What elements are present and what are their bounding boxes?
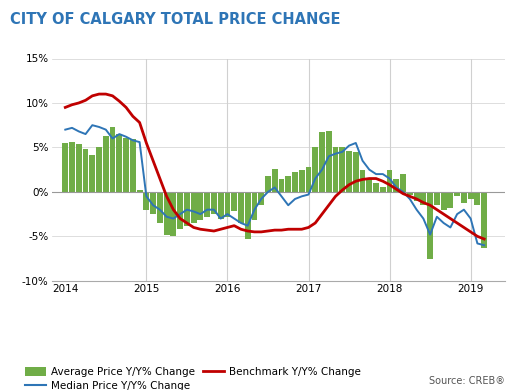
Bar	[333, 147, 338, 192]
Bar	[82, 149, 89, 192]
Bar	[299, 170, 305, 192]
Bar	[427, 192, 433, 259]
Text: Source: CREB®: Source: CREB®	[428, 376, 505, 386]
Bar	[170, 192, 176, 236]
Bar	[177, 192, 183, 229]
Bar	[326, 131, 332, 192]
Bar	[90, 154, 95, 192]
Bar	[231, 192, 237, 211]
Text: CITY OF CALGARY TOTAL PRICE CHANGE: CITY OF CALGARY TOTAL PRICE CHANGE	[10, 12, 341, 27]
Bar	[204, 192, 210, 217]
Bar	[481, 192, 487, 248]
Bar	[359, 170, 366, 192]
Bar	[434, 192, 440, 205]
Bar	[123, 138, 129, 192]
Bar	[366, 179, 372, 192]
Bar	[272, 169, 278, 192]
Bar	[461, 192, 467, 202]
Bar	[279, 179, 284, 192]
Bar	[197, 192, 203, 220]
Bar	[373, 183, 379, 192]
Bar	[62, 143, 68, 192]
Bar	[400, 174, 406, 192]
Bar	[69, 142, 75, 192]
Bar	[96, 147, 102, 192]
Bar	[441, 192, 447, 210]
Bar	[191, 192, 197, 223]
Bar	[346, 151, 352, 192]
Bar	[305, 167, 312, 192]
Bar	[245, 192, 251, 239]
Bar	[448, 192, 453, 208]
Bar	[251, 192, 258, 220]
Bar	[76, 144, 82, 192]
Bar	[339, 147, 345, 192]
Bar	[144, 192, 149, 210]
Bar	[292, 172, 298, 192]
Bar	[150, 192, 156, 214]
Bar	[225, 192, 230, 217]
Bar	[238, 192, 244, 223]
Bar	[353, 152, 359, 192]
Bar	[319, 132, 325, 192]
Bar	[116, 134, 122, 192]
Bar	[312, 147, 318, 192]
Bar	[184, 192, 190, 226]
Bar	[474, 192, 480, 205]
Bar	[407, 192, 413, 195]
Bar	[259, 192, 264, 205]
Bar	[285, 176, 291, 192]
Legend: Average Price Y/Y% Change, Median Price Y/Y% Change, Benchmark Y/Y% Change: Average Price Y/Y% Change, Median Price …	[25, 367, 362, 390]
Bar	[468, 192, 474, 199]
Bar	[136, 190, 143, 192]
Bar	[387, 170, 392, 192]
Bar	[103, 136, 109, 192]
Bar	[393, 179, 399, 192]
Bar	[420, 192, 426, 205]
Bar	[218, 192, 224, 218]
Bar	[211, 192, 217, 214]
Bar	[130, 139, 136, 192]
Bar	[454, 192, 460, 196]
Bar	[265, 176, 271, 192]
Bar	[380, 188, 386, 192]
Bar	[164, 192, 169, 234]
Bar	[110, 127, 115, 192]
Bar	[414, 192, 420, 201]
Bar	[157, 192, 163, 223]
